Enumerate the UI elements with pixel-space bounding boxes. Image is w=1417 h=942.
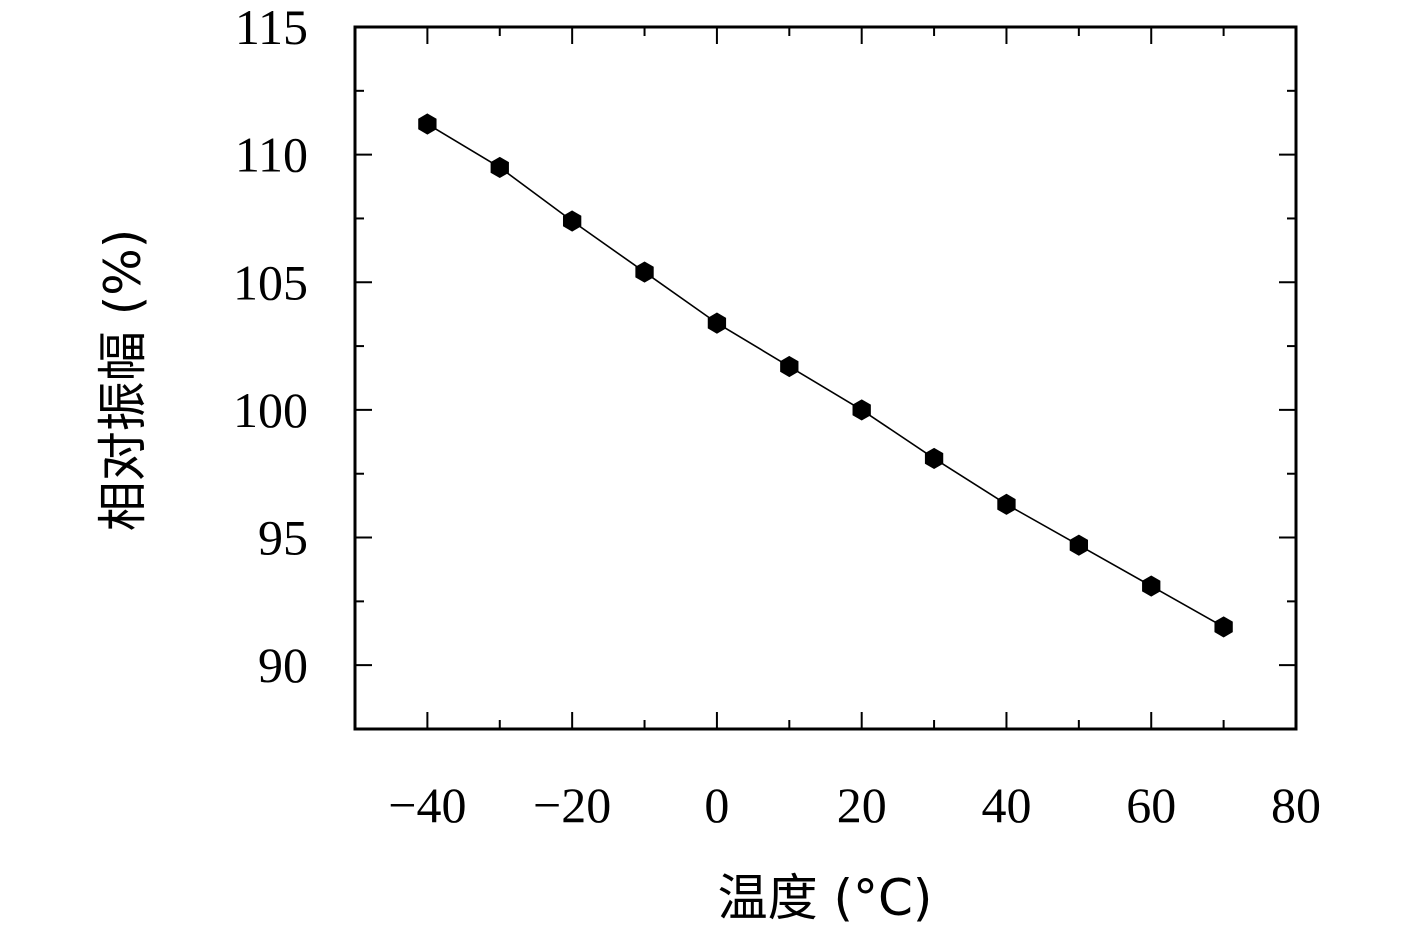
x-tick-label: 40 xyxy=(981,777,1031,833)
y-tick-labels: 90 95 100 105 110 115 xyxy=(233,0,308,693)
series-line xyxy=(426,123,1225,628)
data-point xyxy=(1214,616,1233,638)
x-tick-label: 60 xyxy=(1126,777,1176,833)
data-point xyxy=(780,355,799,378)
data-point xyxy=(852,399,871,421)
data-point xyxy=(418,113,437,135)
data-point xyxy=(635,261,654,283)
y-tick-label: 90 xyxy=(258,637,308,693)
y-axis-title: 相对振幅 (%) xyxy=(94,229,152,531)
data-point xyxy=(997,493,1016,515)
plot-frame xyxy=(353,25,1298,731)
data-point xyxy=(707,312,727,334)
y-tick-label: 95 xyxy=(258,510,308,566)
x-tick-label: −40 xyxy=(388,777,466,833)
y-tick-label: 100 xyxy=(233,382,308,438)
data-point xyxy=(490,156,509,178)
x-tick-label: 80 xyxy=(1271,777,1321,833)
data-point xyxy=(1142,575,1161,597)
y-tick-label: 105 xyxy=(233,254,308,310)
x-tick-label: 20 xyxy=(837,777,887,833)
x-tick-label: −20 xyxy=(533,777,611,833)
x-tick-label: 0 xyxy=(704,777,729,833)
data-point xyxy=(924,447,944,469)
x-axis-title: 温度 (°C) xyxy=(718,869,933,927)
series-layer xyxy=(418,113,1233,638)
y-tick-label: 115 xyxy=(235,0,308,55)
major-ticks xyxy=(355,26,1297,729)
data-point xyxy=(562,210,582,232)
minor-ticks xyxy=(355,27,1296,729)
y-tick-label: 110 xyxy=(235,127,308,183)
data-point xyxy=(1069,534,1089,556)
x-tick-labels: −40 −20 0 20 40 60 80 xyxy=(388,777,1321,833)
